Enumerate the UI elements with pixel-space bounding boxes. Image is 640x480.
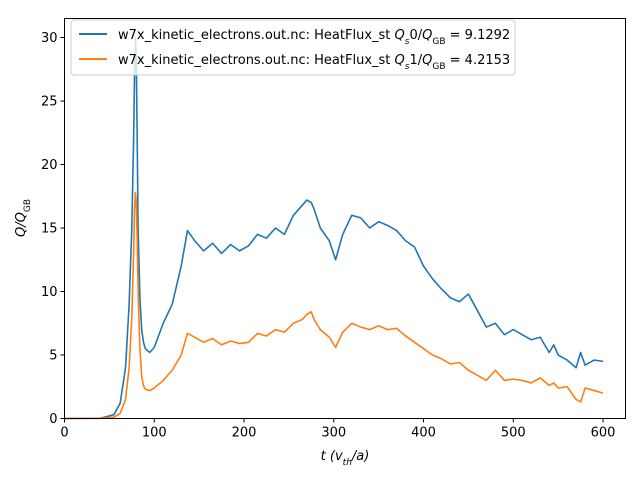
axes-frame	[64, 18, 626, 419]
legend-label-series-1: w7x_kinetic_electrons.out.nc: HeatFlux_s…	[118, 53, 510, 72]
y-tick-label: 10	[41, 285, 58, 300]
series-line-0	[64, 36, 604, 420]
y-tick-label: 30	[41, 31, 58, 46]
x-axis-label: t (vth/a)	[321, 449, 370, 468]
y-tick-label: 15	[41, 222, 58, 237]
y-axis-ticks: 0 5 10 15 20 25 30	[41, 31, 65, 427]
x-axis-ticks: 0 100 200 300 400 500 600	[60, 418, 616, 441]
legend: w7x_kinetic_electrons.out.nc: HeatFlux_s…	[70, 19, 516, 76]
x-tick-label: 400	[411, 426, 436, 441]
x-tick-label: 200	[232, 426, 257, 441]
y-tick-label: 5	[49, 349, 57, 364]
y-axis-label: Q/QGB	[14, 199, 33, 237]
x-tick-label: 0	[60, 426, 68, 441]
y-tick-label: 25	[41, 95, 58, 110]
plot-area	[64, 18, 626, 420]
legend-box	[70, 19, 516, 76]
legend-label-series-0: w7x_kinetic_electrons.out.nc: HeatFlux_s…	[118, 28, 510, 47]
x-tick-label: 500	[501, 426, 526, 441]
x-tick-label: 600	[591, 426, 616, 441]
x-tick-label: 100	[142, 426, 167, 441]
x-tick-label: 300	[321, 426, 346, 441]
y-tick-label: 20	[41, 158, 58, 173]
series-line-1	[64, 191, 604, 420]
series-layer	[64, 36, 604, 420]
y-tick-label: 0	[49, 412, 57, 427]
